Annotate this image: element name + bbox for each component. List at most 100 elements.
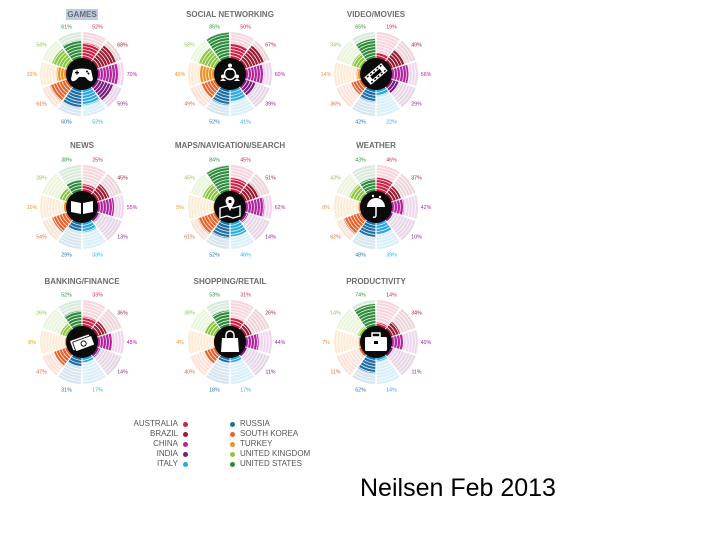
chart-games: GAMES 52% 68% 70% 59% 52% 60% 61% 33% 54% 61% — [27, 9, 138, 126]
data-label: 67% — [265, 43, 276, 49]
bar-australia — [376, 300, 400, 330]
bar-brazil — [91, 40, 122, 69]
bar-united-states — [206, 165, 230, 195]
data-label: 28% — [36, 176, 47, 182]
legend-item-russia: RUSSIA — [230, 419, 350, 429]
data-label: 34% — [330, 43, 341, 49]
bar-south-korea — [42, 79, 73, 108]
data-label: 17% — [92, 388, 103, 394]
data-label: 11% — [266, 369, 276, 375]
bar-united-states — [206, 32, 230, 62]
legend-swatch — [230, 441, 235, 447]
data-label: 62% — [275, 205, 286, 211]
data-label: 65% — [355, 24, 366, 30]
legend-label: TURKEY — [240, 439, 273, 448]
shopping-bag-icon — [221, 330, 239, 352]
bar-russia — [206, 354, 230, 384]
bar-china — [390, 195, 419, 219]
chart-title: SHOPPING/RETAIL — [194, 277, 267, 286]
legend-swatch — [230, 451, 235, 457]
bar-united-kingdom — [336, 308, 367, 337]
bar-india — [239, 79, 270, 108]
data-label: 45% — [240, 157, 251, 163]
data-label: 52% — [209, 253, 220, 259]
bar-australia — [230, 32, 254, 62]
data-label: 48% — [355, 253, 366, 259]
data-label: 68% — [117, 43, 128, 49]
data-label: 14% — [117, 369, 128, 375]
bar-china — [390, 330, 419, 354]
chart-weather: WEATHER 46% 37% 42% 10% 39% 48% 62% 8% 43% 43% — [322, 141, 431, 259]
data-label: 36% — [330, 101, 341, 107]
data-label: 40% — [421, 340, 432, 346]
data-label: 43% — [330, 176, 341, 182]
legend-label: SOUTH KOREA — [240, 429, 299, 438]
bar-italy — [376, 354, 400, 384]
data-label: 14% — [321, 72, 332, 78]
data-label: 42% — [421, 205, 432, 211]
data-label: 50% — [240, 24, 251, 30]
chart-title: SOCIAL NETWORKING — [186, 10, 274, 19]
bar-australia — [82, 32, 106, 62]
bar-china — [244, 62, 273, 86]
data-label: 17% — [240, 388, 251, 394]
legend-swatch — [183, 431, 188, 437]
data-label: 14% — [386, 292, 397, 298]
bar-australia — [82, 300, 106, 330]
chart-title: NEWS — [70, 141, 95, 150]
data-label: 61% — [61, 24, 72, 30]
legend-swatch — [230, 461, 235, 467]
bar-australia — [376, 32, 400, 62]
data-label: 31% — [240, 292, 251, 298]
bar-united-states — [206, 300, 230, 330]
data-label: 84% — [209, 157, 220, 163]
data-label: 29% — [411, 101, 422, 107]
data-label: 38% — [184, 311, 195, 317]
bar-turkey — [39, 330, 68, 354]
chart-title: VIDEO/MOVIES — [347, 10, 406, 19]
data-label: 18% — [209, 388, 220, 394]
legend-item-brazil: BRAZIL — [100, 429, 188, 439]
bar-italy — [230, 354, 254, 384]
bar-india — [91, 79, 122, 108]
data-label: 11% — [331, 369, 341, 375]
open-book-icon — [71, 201, 93, 214]
legend-item-italy: ITALY — [100, 459, 188, 469]
bar-india — [385, 347, 416, 376]
bar-brazil — [239, 40, 270, 69]
chart-shopping-retail: SHOPPING/RETAIL 31% 26% 44% 11% 17% 18% 40% 4% 38… — [176, 277, 285, 394]
bar-australia — [376, 165, 400, 195]
legend-item-turkey: TURKEY — [230, 439, 350, 449]
legend-label: CHINA — [153, 439, 178, 448]
bar-china — [390, 62, 419, 86]
bar-india — [91, 212, 122, 241]
legend-label: ITALY — [156, 459, 178, 468]
legend-swatch — [230, 421, 235, 427]
bar-south-korea — [190, 347, 221, 376]
data-label: 33% — [92, 292, 103, 298]
bar-russia — [352, 354, 376, 384]
legend-item-china: CHINA — [100, 439, 188, 449]
bar-turkey — [333, 195, 362, 219]
legend-swatch — [230, 431, 235, 437]
bar-russia — [206, 86, 230, 116]
chart-social-networking: SOCIAL NETWORKING 50% 67% 60% 39% 41% 52% 49% 49… — [175, 10, 286, 126]
bar-india — [385, 212, 416, 241]
data-label: 22% — [386, 120, 397, 126]
bar-brazil — [239, 308, 270, 337]
data-label: 42% — [355, 120, 366, 126]
bar-india — [239, 212, 270, 241]
chart-news: NEWS 25% 45% 55% 13% 33% 29% 54% 10% 28% 38% — [27, 141, 138, 259]
data-label: 62% — [330, 234, 341, 240]
data-label: 52% — [209, 120, 220, 126]
data-label: 56% — [421, 72, 432, 78]
bar-united-states — [352, 32, 376, 62]
data-label: 11% — [412, 369, 422, 375]
data-label: 41% — [240, 120, 251, 126]
data-label: 39% — [386, 253, 397, 259]
bar-russia — [58, 86, 82, 116]
footer-caption: Neilsen Feb 2013 — [360, 474, 556, 502]
data-label: 70% — [127, 72, 138, 78]
bar-italy — [376, 219, 400, 249]
data-label: 37% — [411, 176, 422, 182]
